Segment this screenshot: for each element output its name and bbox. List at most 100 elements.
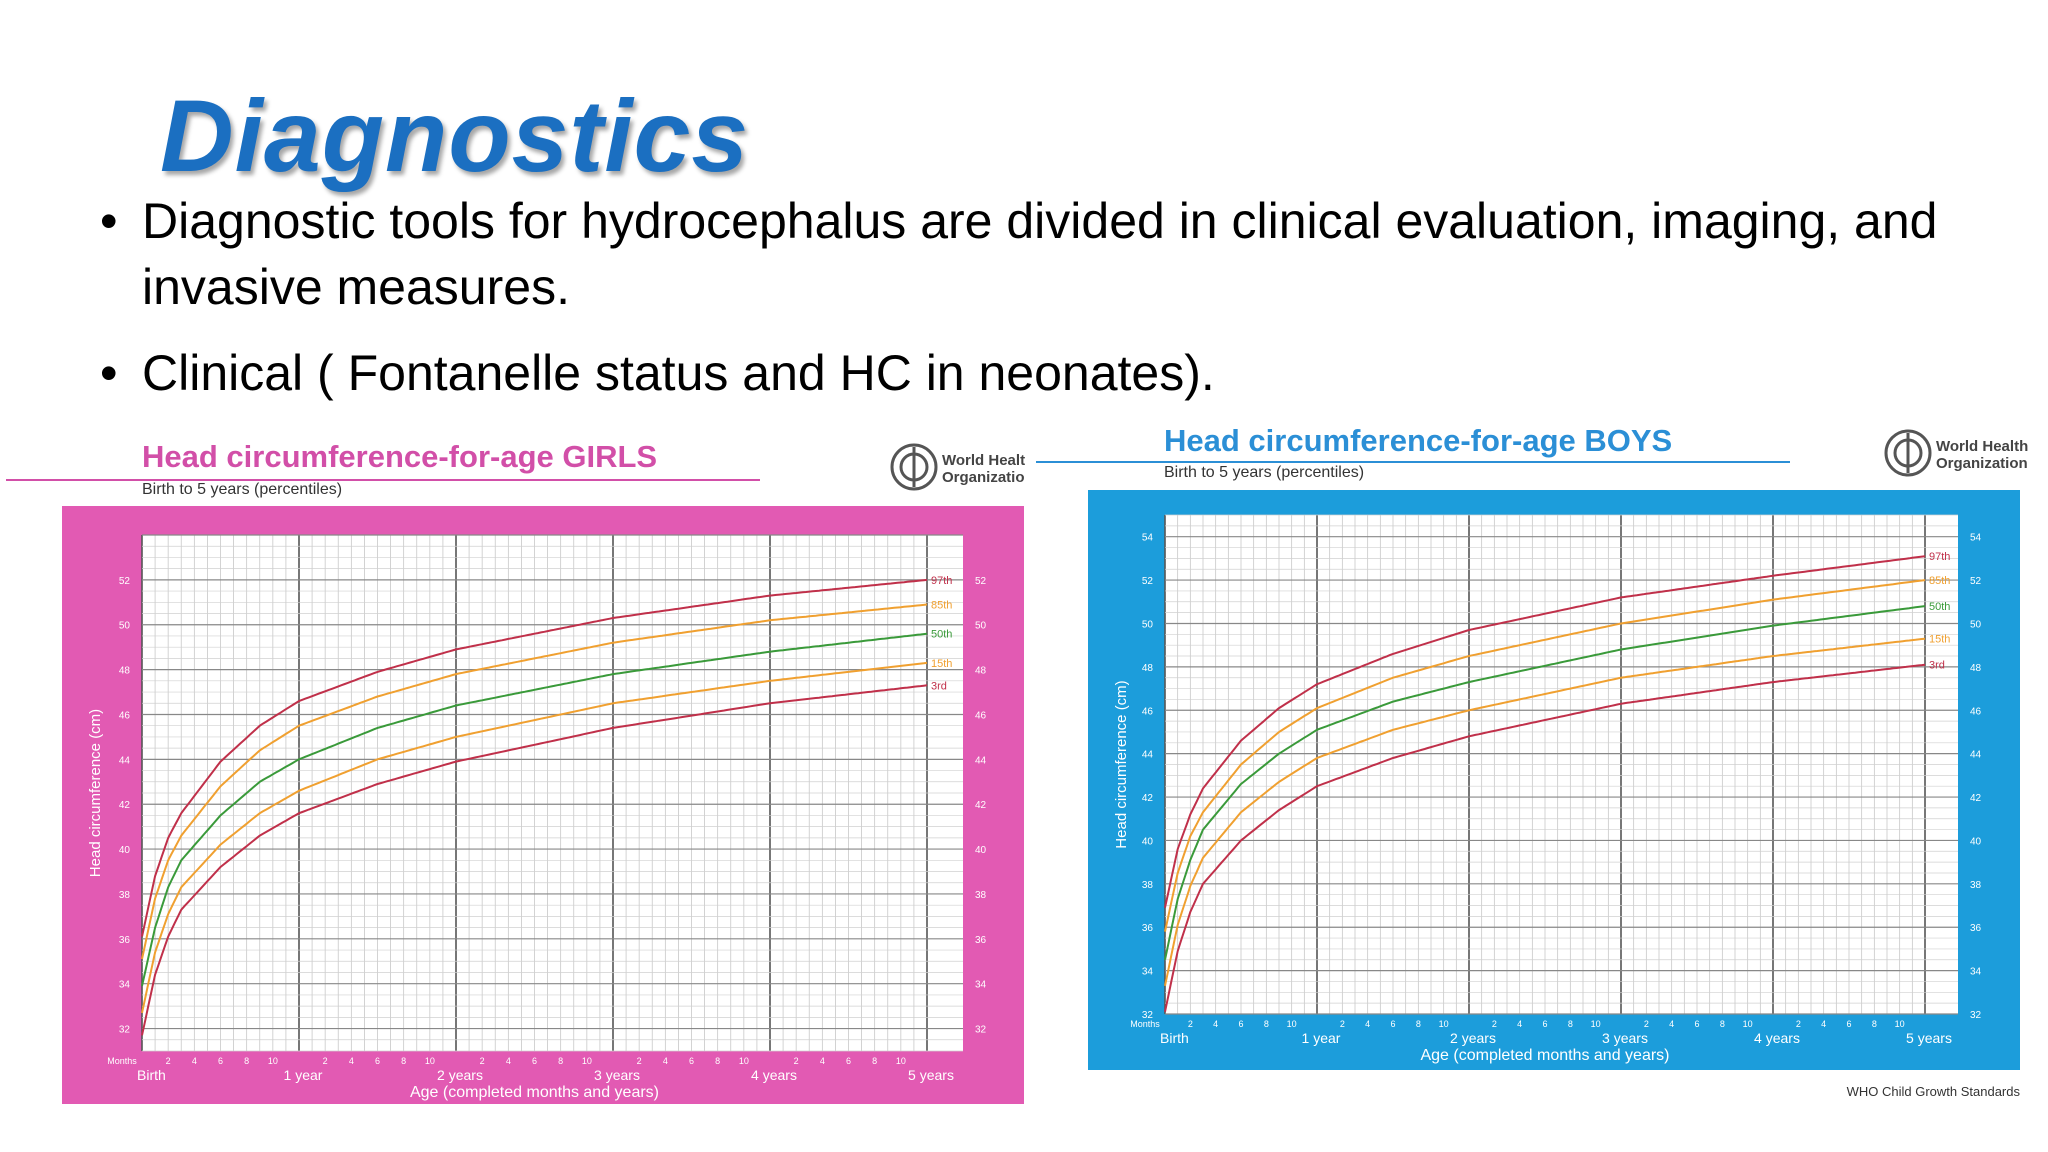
x-month-tick-label: 4 bbox=[506, 1056, 511, 1066]
x-month-tick-label: 2 bbox=[1644, 1019, 1649, 1029]
percentile-curve-85th bbox=[141, 603, 928, 960]
y-tick-label: 36 bbox=[1142, 923, 1154, 934]
y-tick-label: 38 bbox=[1970, 880, 1982, 891]
x-month-tick-label: 10 bbox=[582, 1056, 592, 1066]
y-tick-label: 44 bbox=[975, 755, 987, 766]
y-tick-label: 46 bbox=[1970, 706, 1982, 717]
x-month-tick-label: 8 bbox=[1872, 1019, 1877, 1029]
y-tick-label: 48 bbox=[119, 666, 131, 677]
bullet-list: • Diagnostic tools for hydrocephalus are … bbox=[100, 188, 1980, 426]
y-tick-label: 40 bbox=[119, 845, 131, 856]
percentile-curve-97th bbox=[1164, 555, 1926, 908]
x-year-label: 3 years bbox=[1602, 1030, 1648, 1046]
y-tick-label: 52 bbox=[975, 576, 987, 587]
y-tick-label: 48 bbox=[1970, 663, 1982, 674]
percentile-label: 85th bbox=[1929, 575, 1950, 587]
x-month-tick-label: 10 bbox=[896, 1056, 906, 1066]
x-month-tick-label: 2 bbox=[637, 1056, 642, 1066]
x-year-label: 2 years bbox=[437, 1067, 483, 1083]
x-month-tick-label: 6 bbox=[1846, 1019, 1851, 1029]
y-tick-label: 44 bbox=[119, 755, 131, 766]
who-logo-text: World Healt bbox=[942, 452, 1025, 469]
y-tick-label: 48 bbox=[1142, 663, 1154, 674]
bullet-item: • Clinical ( Fontanelle status and HC in … bbox=[100, 340, 1980, 406]
girls-chart-svg: Head circumference-for-age GIRLS Birth to… bbox=[6, 439, 1025, 1104]
chart-subtitle: Birth to 5 years (percentiles) bbox=[142, 481, 342, 498]
percentile-label: 15th bbox=[1929, 634, 1950, 646]
percentile-curve-85th bbox=[1164, 579, 1926, 932]
percentile-label: 97th bbox=[1929, 551, 1950, 563]
x-month-tick-label: 2 bbox=[166, 1056, 171, 1066]
y-tick-label: 32 bbox=[1142, 1010, 1154, 1021]
x-month-tick-label: 6 bbox=[1390, 1019, 1395, 1029]
x-month-tick-label: 8 bbox=[1720, 1019, 1725, 1029]
x-year-label: 5 years bbox=[908, 1067, 954, 1083]
x-year-label: Birth bbox=[137, 1067, 166, 1083]
x-year-label: 4 years bbox=[1754, 1030, 1800, 1046]
x-year-label: 4 years bbox=[751, 1067, 797, 1083]
x-month-tick-label: 4 bbox=[1669, 1019, 1674, 1029]
x-year-label: 1 year bbox=[284, 1067, 323, 1083]
y-tick-label: 52 bbox=[119, 576, 131, 587]
y-tick-label: 36 bbox=[975, 935, 987, 946]
x-month-tick-label: 4 bbox=[1517, 1019, 1522, 1029]
x-month-tick-label: 6 bbox=[689, 1056, 694, 1066]
x-month-tick-label: 10 bbox=[425, 1056, 435, 1066]
percentile-label: 50th bbox=[931, 629, 952, 641]
x-axis-label: Age (completed months and years) bbox=[1420, 1047, 1669, 1064]
x-month-tick-label: 6 bbox=[1542, 1019, 1547, 1029]
girls-head-circumference-chart: Head circumference-for-age GIRLS Birth to… bbox=[0, 420, 1030, 1110]
y-tick-label: 46 bbox=[119, 710, 131, 721]
x-month-tick-label: 8 bbox=[1416, 1019, 1421, 1029]
y-tick-label: 40 bbox=[975, 845, 987, 856]
bullet-item: • Diagnostic tools for hydrocephalus are … bbox=[100, 188, 1980, 320]
percentile-curve-3rd bbox=[141, 684, 928, 1036]
x-month-tick-label: 8 bbox=[715, 1056, 720, 1066]
percentile-label: 3rd bbox=[931, 680, 947, 692]
y-tick-label: 34 bbox=[119, 980, 131, 991]
x-month-tick-label: 10 bbox=[1439, 1019, 1449, 1029]
x-month-tick-label: 10 bbox=[1743, 1019, 1753, 1029]
y-tick-label: 36 bbox=[119, 935, 131, 946]
y-tick-label: 42 bbox=[1142, 793, 1154, 804]
y-tick-label: 46 bbox=[1142, 706, 1154, 717]
y-tick-label: 44 bbox=[1970, 750, 1982, 761]
x-month-tick-label: 2 bbox=[1492, 1019, 1497, 1029]
bullet-dot-icon: • bbox=[100, 345, 118, 401]
chart-title: Head circumference-for-age BOYS bbox=[1164, 423, 1672, 458]
x-month-tick-label: 2 bbox=[794, 1056, 799, 1066]
percentile-label: 15th bbox=[931, 658, 952, 670]
bullet-text: Clinical ( Fontanelle status and HC in n… bbox=[142, 345, 1215, 401]
x-year-label: Birth bbox=[1160, 1030, 1189, 1046]
chart-subtitle: Birth to 5 years (percentiles) bbox=[1164, 464, 1364, 481]
y-tick-label: 34 bbox=[1142, 967, 1154, 978]
x-month-tick-label: 8 bbox=[872, 1056, 877, 1066]
slide-title: Diagnostics bbox=[160, 79, 750, 193]
y-tick-label: 32 bbox=[119, 1025, 131, 1036]
y-tick-label: 52 bbox=[1142, 576, 1154, 587]
y-axis-label: Head circumference (cm) bbox=[1113, 680, 1130, 848]
y-tick-label: 32 bbox=[975, 1025, 987, 1036]
chart-footer: WHO Child Growth Standards bbox=[1847, 1084, 2021, 1099]
y-tick-label: 50 bbox=[119, 621, 131, 632]
boys-head-circumference-chart: Head circumference-for-age BOYS Birth to … bbox=[1030, 420, 2048, 1110]
x-month-tick-label: Months bbox=[107, 1056, 137, 1066]
percentile-curve-15th bbox=[141, 661, 928, 1014]
x-month-tick-label: 4 bbox=[663, 1056, 668, 1066]
who-logo-text: Organizatio bbox=[942, 469, 1025, 486]
percentile-label: 97th bbox=[931, 575, 952, 587]
y-tick-label: 40 bbox=[1142, 836, 1154, 847]
x-year-label: 2 years bbox=[1450, 1030, 1496, 1046]
x-year-label: 1 year bbox=[1302, 1030, 1341, 1046]
y-tick-label: 38 bbox=[119, 890, 131, 901]
x-month-tick-label: 6 bbox=[1238, 1019, 1243, 1029]
y-tick-label: 50 bbox=[1970, 619, 1982, 630]
x-month-tick-label: 6 bbox=[375, 1056, 380, 1066]
x-month-tick-label: 8 bbox=[1264, 1019, 1269, 1029]
x-month-tick-label: 6 bbox=[1694, 1019, 1699, 1029]
x-month-tick-label: 4 bbox=[1213, 1019, 1218, 1029]
x-month-tick-label: 4 bbox=[1365, 1019, 1370, 1029]
who-logo-text: Organization bbox=[1936, 455, 2028, 472]
percentile-curve-50th bbox=[141, 632, 928, 987]
y-tick-label: 42 bbox=[1970, 793, 1982, 804]
